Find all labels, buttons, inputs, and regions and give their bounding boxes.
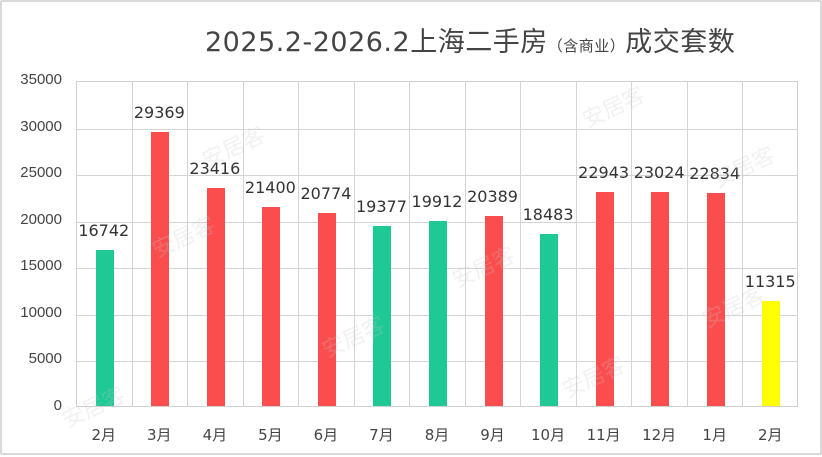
y-tick-label: 15000 bbox=[20, 257, 62, 275]
x-tick-label: 7月 bbox=[369, 426, 394, 444]
value-label: 20389 bbox=[467, 187, 518, 207]
gridline-h bbox=[77, 128, 797, 130]
bar bbox=[206, 187, 225, 406]
gridline-v bbox=[131, 82, 133, 406]
x-tick-label: 10月 bbox=[531, 426, 566, 444]
value-label: 11315 bbox=[744, 271, 796, 291]
gridline-v bbox=[353, 82, 355, 406]
x-tick-label: 4月 bbox=[202, 426, 228, 444]
chart-title: 2025.2-2026.2上海二手房（含商业）成交套数 bbox=[205, 20, 735, 59]
title-main: 2025.2-2026.2上海二手房 bbox=[205, 27, 548, 58]
gridline-v bbox=[242, 82, 244, 406]
gridline-v bbox=[686, 82, 688, 406]
value-label: 23416 bbox=[189, 158, 241, 178]
title-end: 成交套数 bbox=[625, 27, 736, 58]
gridline-h bbox=[77, 175, 797, 177]
y-tick-label: 5000 bbox=[28, 350, 62, 368]
gridline-v bbox=[464, 82, 466, 406]
x-tick-label: 1月 bbox=[702, 426, 727, 444]
bar bbox=[484, 216, 503, 406]
gridline-v bbox=[520, 82, 522, 406]
y-tick-label: 10000 bbox=[20, 303, 62, 321]
x-tick-label: 8月 bbox=[424, 426, 450, 444]
gridline-v bbox=[742, 82, 744, 406]
value-label: 23024 bbox=[633, 162, 685, 182]
value-label: 22943 bbox=[578, 163, 630, 183]
value-label: 19912 bbox=[411, 191, 463, 211]
gridline-v bbox=[298, 82, 300, 406]
bar bbox=[373, 225, 392, 406]
bar bbox=[762, 300, 781, 406]
bar bbox=[262, 206, 281, 406]
bar bbox=[151, 132, 170, 406]
bar bbox=[595, 192, 614, 406]
x-tick-label: 6月 bbox=[313, 426, 339, 444]
bar bbox=[706, 193, 725, 406]
y-tick-label: 25000 bbox=[20, 164, 62, 182]
gridline-v bbox=[575, 82, 577, 406]
x-tick-label: 2月 bbox=[757, 426, 783, 444]
value-label: 29369 bbox=[133, 103, 185, 123]
y-tick-label: 0 bbox=[53, 397, 62, 414]
gridline-v bbox=[187, 82, 189, 406]
y-tick-label: 20000 bbox=[20, 210, 62, 228]
bar bbox=[429, 220, 447, 406]
x-tick-label: 3月 bbox=[147, 426, 172, 444]
bar bbox=[95, 250, 114, 406]
title-sub: （含商业） bbox=[547, 37, 626, 55]
value-label: 19377 bbox=[356, 196, 407, 216]
x-tick-label: 2月 bbox=[91, 426, 117, 444]
plot-area bbox=[76, 81, 798, 407]
x-tick-label: 12月 bbox=[642, 426, 677, 444]
y-tick-label: 30000 bbox=[20, 117, 62, 135]
x-tick-label: 9月 bbox=[480, 426, 505, 444]
value-label: 22834 bbox=[689, 164, 741, 184]
gridline-v bbox=[631, 82, 633, 406]
value-label: 16742 bbox=[78, 221, 130, 241]
value-label: 18483 bbox=[522, 204, 574, 224]
gridline-v bbox=[409, 82, 411, 406]
y-tick-label: 35000 bbox=[20, 71, 62, 88]
bar bbox=[317, 212, 336, 406]
value-label: 20774 bbox=[300, 183, 352, 203]
bar bbox=[540, 233, 559, 406]
bar bbox=[651, 191, 670, 406]
x-tick-label: 11月 bbox=[586, 426, 621, 444]
x-tick-label: 5月 bbox=[258, 426, 283, 444]
value-label: 21400 bbox=[244, 177, 296, 197]
